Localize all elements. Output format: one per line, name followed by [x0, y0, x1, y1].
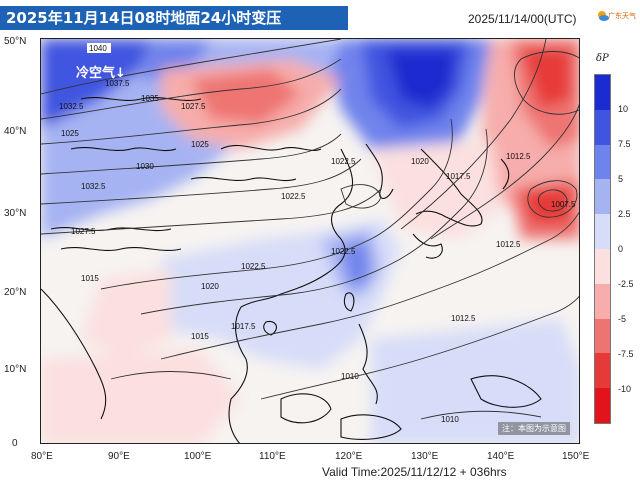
isobar-label: 1027.5	[181, 102, 206, 111]
lat-label: 0	[12, 438, 18, 449]
isobar-label: 1022.5	[241, 262, 266, 271]
map-canvas: 1040 1037.5 1032.5 1025 1035 1027.5 1032…	[41, 39, 579, 443]
isobar-label: 1015	[191, 332, 209, 341]
lon-label: 150°E	[562, 451, 590, 462]
model-run-time: 2025/11/14/00(UTC)	[468, 12, 577, 26]
sun-cloud-icon	[598, 11, 609, 21]
lon-label: 140°E	[487, 451, 515, 462]
legend-swatch	[595, 214, 610, 249]
lon-label: 130°E	[411, 451, 439, 462]
isobar-label: 1010	[441, 415, 459, 424]
legend-swatch	[595, 248, 610, 284]
valid-time: Valid Time:2025/11/12/12 + 036hrs	[322, 465, 507, 479]
isobar-label: 1032.5	[59, 102, 84, 111]
legend-tick: 5	[618, 174, 624, 184]
lat-label: 10°N	[4, 364, 27, 375]
schematic-note: 注：本图为示意图	[498, 422, 570, 435]
lat-label: 20°N	[4, 287, 27, 298]
isobar-label: 1022.5	[331, 247, 356, 256]
legend-swatch	[595, 144, 610, 180]
isobar-label: 1025	[61, 129, 79, 138]
legend-swatch	[595, 75, 610, 110]
lat-label: 50°N	[4, 36, 27, 47]
isobar-labels: 1040 1037.5 1032.5 1025 1035 1027.5 1032…	[59, 43, 576, 424]
legend-title: δP	[596, 53, 609, 64]
isobars	[41, 39, 579, 420]
lon-label: 100°E	[184, 451, 212, 462]
pressure-change-shading	[41, 39, 579, 443]
isobar-label: 1020	[201, 282, 219, 291]
isobar-label: 1012.5	[451, 314, 476, 323]
isobar-label-bg	[87, 43, 111, 53]
cold-air-annotation: 冷空气↓	[76, 66, 126, 81]
isobar-label: 1022.5	[331, 157, 356, 166]
legend-tick: -10	[618, 384, 632, 394]
legend-swatch	[595, 179, 610, 215]
isobar-label: 1020	[411, 157, 429, 166]
isobar-label: 1040	[89, 44, 107, 53]
isobar-label: 1010	[341, 372, 359, 381]
isobar-label: 1032.5	[81, 182, 106, 191]
pressure-change-map: 1040 1037.5 1032.5 1025 1035 1027.5 1032…	[40, 38, 580, 444]
logo: 广东天气	[596, 7, 636, 29]
isobar-label: 1007.5	[551, 200, 576, 209]
legend-tick: 10	[618, 104, 629, 114]
lat-label: 40°N	[4, 126, 27, 137]
isobar-label: 1035	[141, 94, 159, 103]
legend-tick: -7.5	[618, 349, 634, 359]
legend-swatch	[595, 283, 610, 319]
coastlines	[41, 97, 542, 443]
legend-tick: -2.5	[618, 279, 634, 289]
lon-label: 120°E	[335, 451, 363, 462]
isobar-label: 1012.5	[506, 152, 531, 161]
isobar-label: 1012.5	[496, 240, 521, 249]
isobar-label: 1027.5	[71, 227, 96, 236]
isobar-label: 1030	[136, 162, 154, 171]
lon-label: 110°E	[259, 451, 286, 462]
lon-label: 90°E	[108, 451, 130, 462]
isobar-label: 1017.5	[446, 172, 471, 181]
isobar-label: 1015	[81, 274, 99, 283]
legend-tick: 2.5	[618, 209, 631, 219]
legend-tick: 7.5	[618, 139, 631, 149]
legend-tick: 0	[618, 244, 624, 254]
lon-label: 80°E	[31, 451, 53, 462]
color-legend	[594, 74, 611, 424]
map-title: 2025年11月14日08时地面24小时变压	[0, 6, 348, 30]
legend-tick: -5	[618, 314, 627, 324]
logo-text: 广东天气	[608, 12, 636, 20]
lat-label: 30°N	[4, 208, 27, 219]
legend-swatch	[595, 318, 610, 354]
legend-swatch	[595, 388, 610, 423]
isobar-label: 1025	[191, 140, 209, 149]
isobar-label: 1022.5	[281, 192, 306, 201]
isobar-label: 1017.5	[231, 322, 256, 331]
legend-swatch	[595, 353, 610, 389]
legend-swatch	[595, 109, 610, 145]
isobar-label: 1037.5	[105, 79, 130, 88]
